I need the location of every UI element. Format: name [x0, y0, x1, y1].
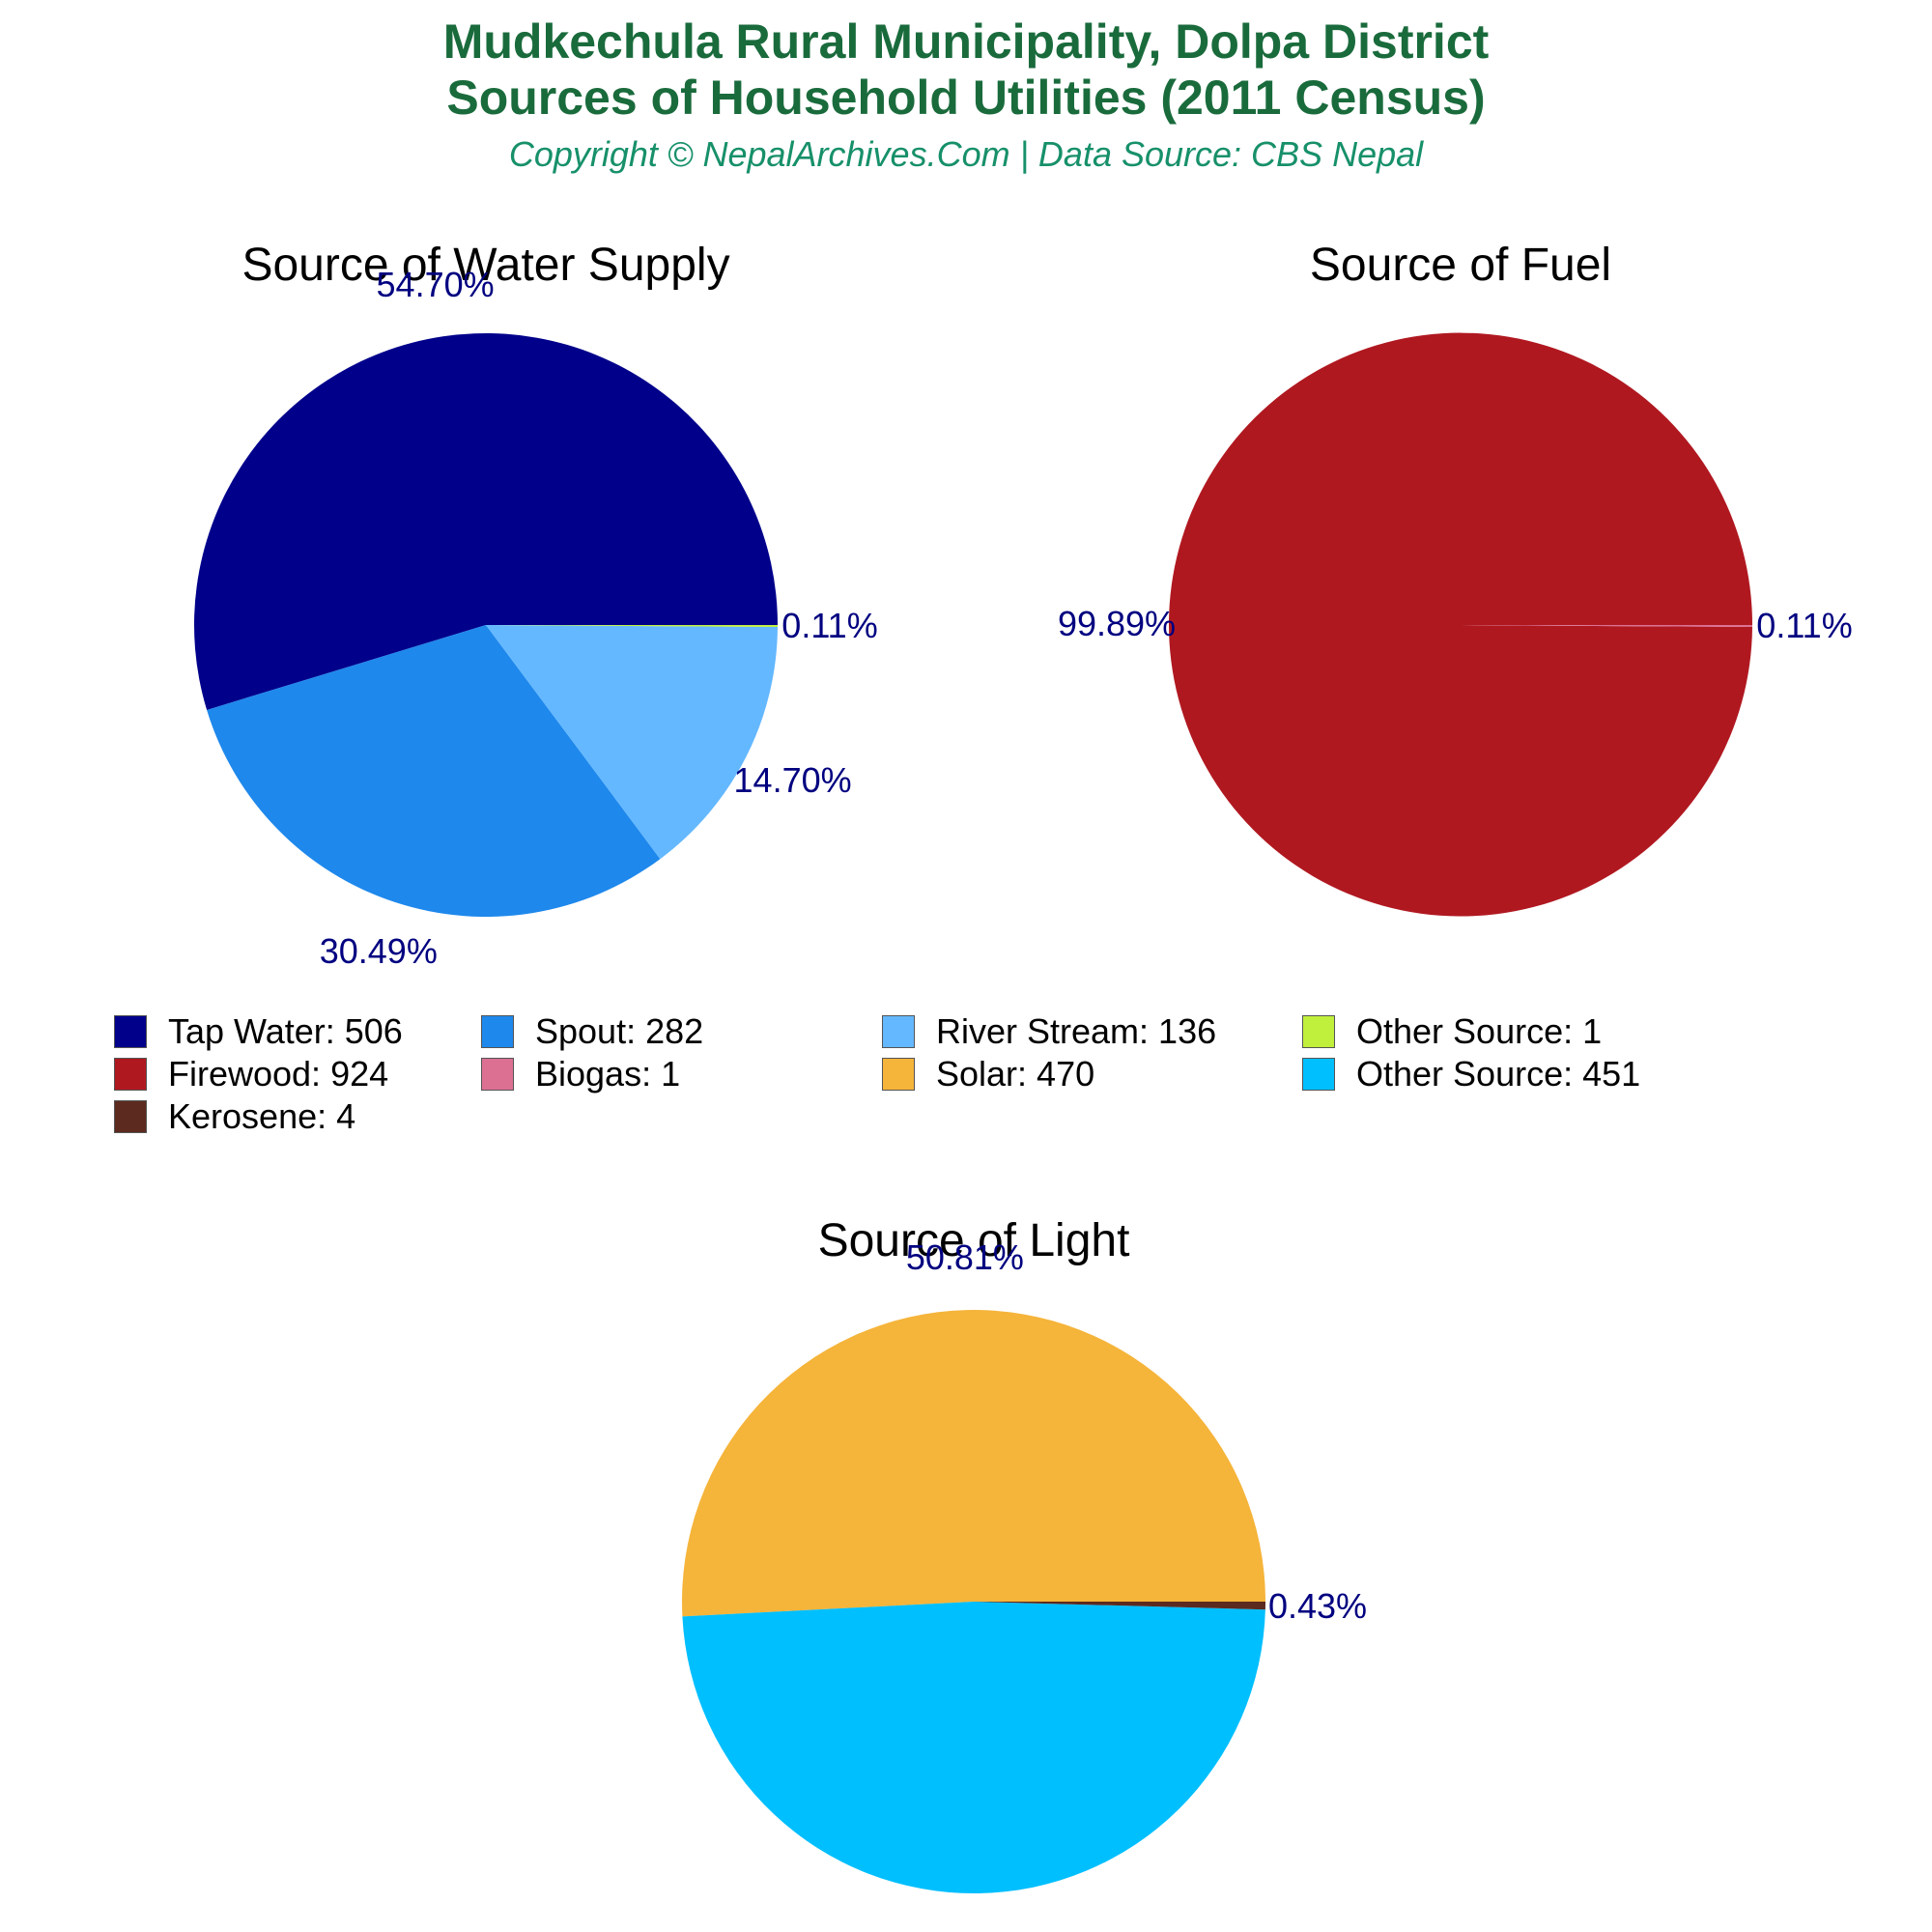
legend-label: Tap Water: 506: [168, 1011, 403, 1051]
legend-label: Firewood: 924: [168, 1054, 389, 1094]
pie-slice: [486, 625, 778, 628]
legend-swatch: [481, 1015, 514, 1048]
legend-label: Biogas: 1: [535, 1054, 681, 1094]
pie-chart-title: Source of Fuel: [1310, 240, 1611, 291]
legend-label: Other Source: 451: [1356, 1054, 1641, 1094]
slice-percent-label: 50.81%: [906, 1237, 1024, 1277]
legend-swatch: [1302, 1015, 1335, 1048]
pie-chart-title: Source of Light: [818, 1215, 1130, 1266]
main-title-line-1: Mudkechula Rural Municipality, Dolpa Dis…: [442, 14, 1490, 69]
pie-chart-title: Source of Water Supply: [242, 240, 729, 291]
legend-label: Kerosene: 4: [168, 1096, 356, 1136]
slice-percent-label: 99.89%: [1058, 604, 1176, 643]
pie-slice: [207, 625, 661, 917]
legend-swatch: [882, 1015, 915, 1048]
slice-percent-label: 0.11%: [1756, 606, 1852, 645]
pie-slice: [1461, 625, 1752, 628]
pie-slice: [682, 1602, 1265, 1894]
legend-swatch: [114, 1100, 147, 1133]
slice-percent-label: 0.11%: [781, 606, 877, 645]
legend-item: Tap Water: 506: [114, 1011, 481, 1051]
main-title-line-2: Sources of Household Utilities (2011 Cen…: [446, 71, 1486, 125]
legend-item: River Stream: 136: [882, 1011, 1302, 1051]
slice-percent-label: 54.70%: [377, 265, 495, 304]
legend: Tap Water: 506 Spout: 282 River Stream: …: [114, 1011, 1891, 1136]
legend-item: Kerosene: 4: [114, 1096, 481, 1136]
slice-percent-label: 0.43%: [1268, 1586, 1367, 1626]
legend-item: Other Source: 1: [1302, 1011, 1843, 1051]
slice-percent-label: 30.49%: [320, 931, 438, 971]
legend-label: Spout: 282: [535, 1011, 704, 1051]
legend-swatch: [882, 1058, 915, 1091]
legend-item: Firewood: 924: [114, 1054, 481, 1094]
copyright-subtitle: Copyright © NepalArchives.Com | Data Sou…: [508, 134, 1424, 174]
chart-header: Mudkechula Rural Municipality, Dolpa Dis…: [0, 0, 1932, 176]
pie-slice: [194, 332, 778, 710]
legend-label: River Stream: 136: [936, 1011, 1217, 1051]
pie-chart: Source of Fuel 99.89% 0.11%: [1058, 240, 1853, 917]
legend-item: Solar: 470: [882, 1054, 1302, 1094]
legend-item: Other Source: 451: [1302, 1054, 1843, 1094]
legend-label: Other Source: 1: [1356, 1011, 1603, 1051]
legend-label: Solar: 470: [936, 1054, 1095, 1094]
pie-slice: [974, 1602, 1265, 1610]
legend-item: Spout: 282: [481, 1011, 882, 1051]
pie-slice: [486, 625, 778, 860]
legend-item: Biogas: 1: [481, 1054, 882, 1094]
pie-slice: [1169, 332, 1753, 917]
slice-percent-label: 48.76%: [919, 1925, 1037, 1932]
legend-swatch: [481, 1058, 514, 1091]
legend-swatch: [114, 1015, 147, 1048]
legend-swatch: [1302, 1058, 1335, 1091]
pie-slice: [682, 1310, 1265, 1617]
legend-swatch: [114, 1058, 147, 1091]
slice-percent-label: 14.70%: [734, 760, 852, 800]
